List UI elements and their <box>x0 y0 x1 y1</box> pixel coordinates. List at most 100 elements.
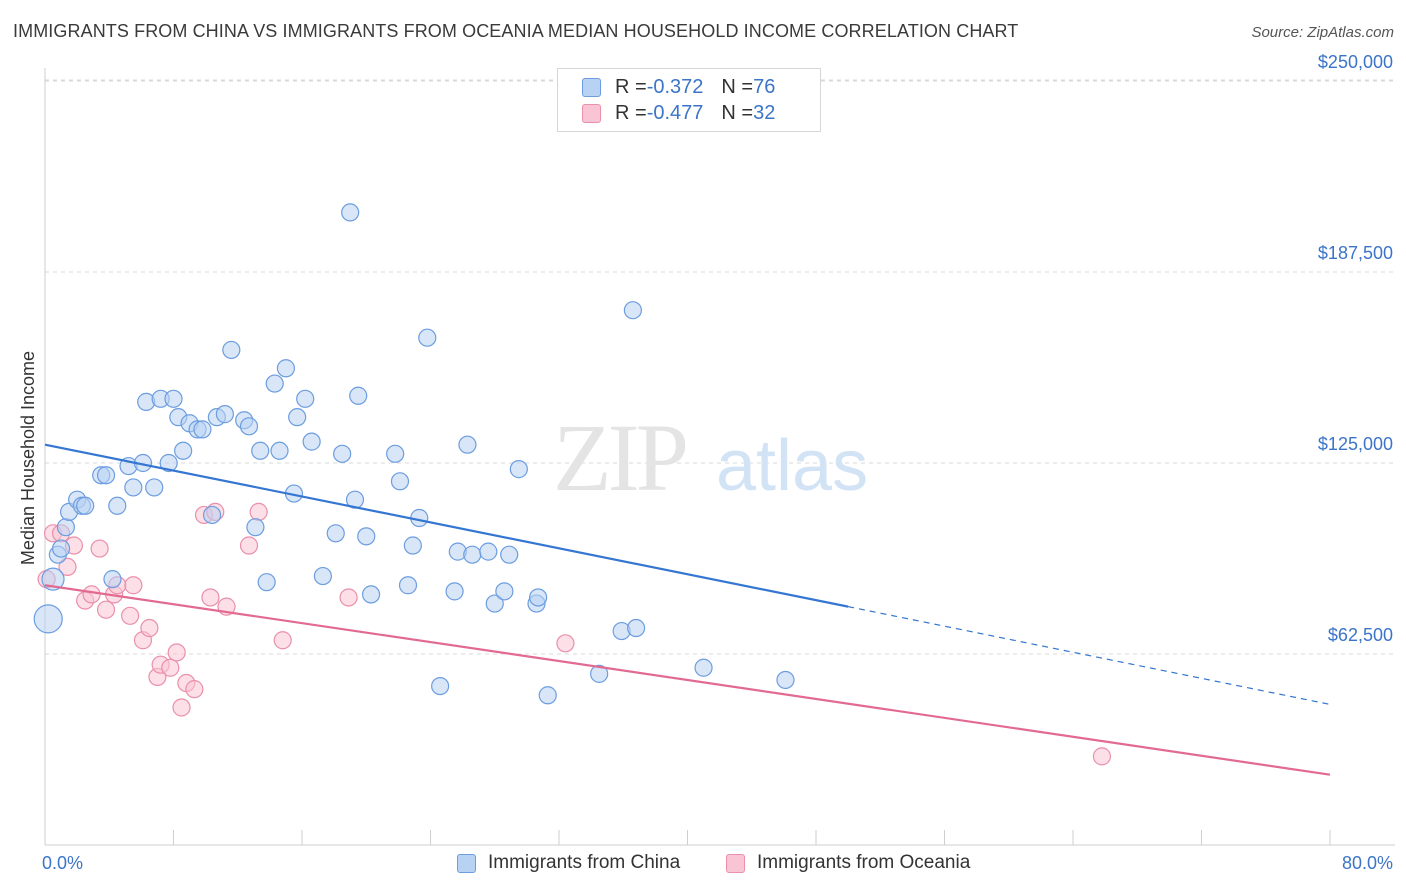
legend-item-china: Immigrants from China <box>457 852 680 874</box>
oceania-point <box>1092 747 1112 766</box>
china-point <box>296 389 315 408</box>
y-tick-label: $187,500 <box>1318 243 1393 263</box>
x-tick-label: 0.0% <box>42 853 83 873</box>
china-point <box>202 505 222 525</box>
oceania-point <box>339 588 358 607</box>
series-legend: Immigrants from China Immigrants from Oc… <box>0 852 1406 878</box>
china-point <box>270 441 289 460</box>
china-point <box>265 374 284 393</box>
oceania-point <box>239 536 259 555</box>
legend-item-oceania: Immigrants from Oceania <box>726 852 970 874</box>
china-point <box>288 408 307 427</box>
legend-n-value: 32 <box>753 101 776 124</box>
china-point <box>76 496 95 515</box>
y-tick-label: $250,000 <box>1318 52 1393 72</box>
china-point <box>33 604 63 634</box>
china-point <box>529 588 548 607</box>
china-point <box>418 328 437 347</box>
china-point <box>445 582 464 601</box>
axis-labels: $62,500 $125,000 $187,500 $250,000 0.0% 80.0% <box>42 52 1393 873</box>
oceania-legend-label: Immigrants from Oceania <box>757 852 971 873</box>
china-point <box>174 441 193 460</box>
oceania-point <box>82 585 101 604</box>
china-point <box>694 658 713 677</box>
china-point <box>479 542 498 561</box>
china-point <box>403 536 422 555</box>
legend-r-label: R = <box>615 75 647 98</box>
china-point <box>257 573 276 592</box>
oceania-trend-line <box>44 584 1331 776</box>
china-point <box>96 466 116 485</box>
china-swatch <box>582 77 601 97</box>
watermark-atlas: atlas <box>716 426 868 506</box>
chart-title: IMMIGRANTS FROM CHINA VS IMMIGRANTS FROM… <box>13 21 1019 41</box>
china-point <box>239 417 259 436</box>
china-point <box>108 496 127 515</box>
china-point <box>458 435 477 454</box>
oceania-point <box>90 539 109 558</box>
oceania-point <box>121 606 140 625</box>
legend-row-oceania: R = -0.477 N = 32 <box>582 100 775 126</box>
oceania-point <box>167 643 186 662</box>
china-point <box>590 664 609 683</box>
china-point <box>341 203 360 222</box>
china-point <box>431 676 450 696</box>
oceania-point <box>185 680 204 699</box>
china-point <box>626 618 646 638</box>
china-point <box>103 570 122 589</box>
china-point <box>398 576 418 595</box>
china-trend-extension <box>848 606 1331 706</box>
oceania-point <box>273 631 292 650</box>
china-point <box>251 441 270 460</box>
y-tick-label: $62,500 <box>1328 625 1393 645</box>
china-point <box>623 301 642 320</box>
axes <box>44 68 1395 846</box>
trend-lines <box>44 443 1331 776</box>
correlation-legend: R = -0.372 N = 76 R = -0.477 N = 32 <box>557 68 821 132</box>
china-point <box>776 670 795 690</box>
oceania-point <box>172 698 191 717</box>
china-legend-label: Immigrants from China <box>488 852 681 873</box>
china-point <box>326 524 345 543</box>
china-trend-line <box>44 443 849 608</box>
grid-lines <box>45 79 1395 655</box>
china-point <box>313 566 332 586</box>
oceania-points <box>37 502 1112 766</box>
legend-n-label: N = <box>721 101 754 124</box>
china-point <box>164 389 183 408</box>
x-tick-label: 80.0% <box>1342 853 1393 873</box>
china-point <box>500 545 519 564</box>
oceania-point <box>556 634 575 653</box>
legend-r-value: -0.477 <box>646 101 704 124</box>
legend-row-china: R = -0.372 N = 76 <box>582 74 775 100</box>
china-points <box>33 203 795 705</box>
oceania-point <box>249 502 268 521</box>
y-tick-label: $125,000 <box>1318 434 1393 454</box>
china-point <box>390 472 410 491</box>
source-label: Source: ZipAtlas.com <box>1251 24 1394 41</box>
china-point <box>193 420 212 439</box>
legend-r-value: -0.372 <box>646 75 704 98</box>
china-point <box>357 527 376 546</box>
oceania-point <box>161 658 180 677</box>
china-point <box>386 444 405 463</box>
china-point <box>124 478 143 497</box>
china-point <box>276 359 296 378</box>
china-point <box>495 582 514 601</box>
oceania-point <box>58 557 77 577</box>
legend-r-label: R = <box>615 101 647 124</box>
china-point <box>246 518 265 537</box>
china-point <box>302 432 321 451</box>
oceania-legend-swatch <box>726 853 745 873</box>
oceania-point <box>124 576 143 595</box>
china-point <box>349 386 368 405</box>
china-point <box>463 545 482 564</box>
china-point <box>145 478 164 497</box>
oceania-swatch <box>582 103 601 123</box>
oceania-point <box>96 600 116 619</box>
china-point <box>56 518 75 537</box>
china-point <box>361 585 381 604</box>
china-point <box>509 460 528 479</box>
legend-n-value: 76 <box>753 75 776 98</box>
